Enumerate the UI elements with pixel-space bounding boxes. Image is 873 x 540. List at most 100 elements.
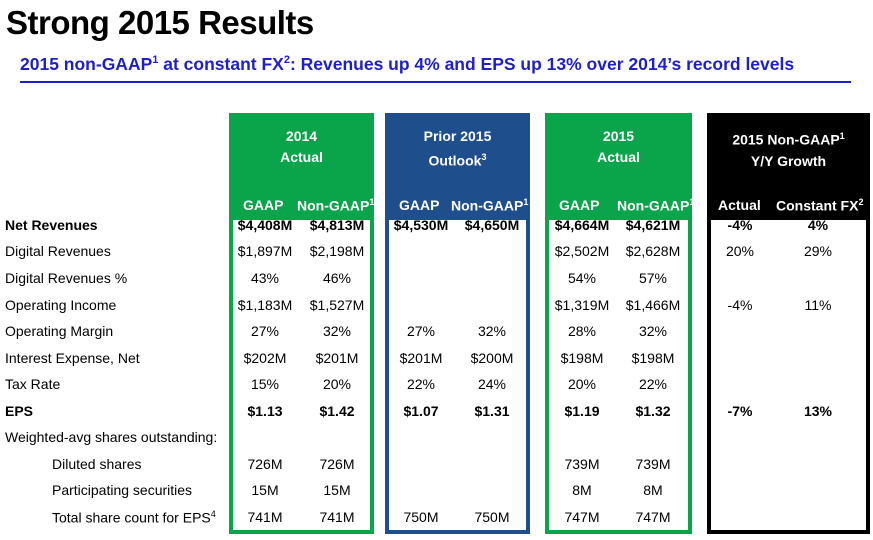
table-cell: $4,621M (625, 217, 681, 233)
table-cell: $4,664M (554, 217, 610, 233)
subheader-nongaap-2014: Non-GAAP1 (297, 197, 374, 214)
subheader-gaap-2015: GAAP (559, 197, 600, 213)
subheader-nongaap-2014-label: Non-GAAP (297, 197, 370, 214)
table-cell: 741M (319, 509, 355, 525)
table-cell: -4% (727, 217, 753, 233)
row-label: Interest Expense, Net (5, 350, 140, 366)
row-label: Weighted-avg shares outstanding: (5, 429, 217, 445)
subheader-nongaap-2014-sup: 1 (369, 197, 375, 207)
subheader-gaap-2014: GAAP (243, 197, 284, 213)
table-cell: 22% (406, 376, 436, 392)
column-2014-actual: 2014 Actual GAAP Non-GAAP1 (229, 113, 374, 534)
table-cell: $198M (560, 350, 604, 366)
table-cell: 20% (567, 376, 597, 392)
row-label-text: Net Revenues (5, 217, 98, 233)
table-cell: 46% (322, 270, 352, 286)
table-cell: $1,466M (625, 297, 681, 313)
table-cell: 726M (247, 456, 283, 472)
table-cell: $4,530M (393, 217, 449, 233)
row-label: Participating securities (52, 482, 192, 498)
table-cell: 22% (638, 376, 668, 392)
table-cell: 750M (403, 509, 439, 525)
table-cell: 726M (319, 456, 355, 472)
column-2015-actual: 2015 Actual GAAP Non-GAAP1 (545, 113, 694, 534)
row-label-text: EPS (5, 403, 34, 419)
row-label-text: Weighted-avg shares outstanding: (5, 429, 218, 445)
table-cell: 32% (477, 323, 507, 339)
table-cell: 750M (474, 509, 510, 525)
table-cell: $1.32 (635, 403, 671, 419)
column-2015-line2: Actual (597, 149, 640, 165)
column-header-2014-actual: 2014 Actual GAAP Non-GAAP1 (233, 117, 374, 220)
table-cell: 27% (250, 323, 280, 339)
subtitle-sup2: 2 (283, 54, 290, 67)
subheader-nongaap-2015: Non-GAAP1 (617, 197, 694, 214)
row-label: Digital Revenues (5, 243, 111, 259)
subtitle-part3: : Revenues up 4% and EPS up 13% over 201… (289, 54, 795, 74)
table-cell: 43% (250, 270, 280, 286)
table-cell: $1,527M (309, 297, 365, 313)
row-label: EPS (5, 403, 33, 419)
subheader-constant-fx: Constant FX2 (776, 197, 863, 214)
table-cell: 20% (322, 376, 352, 392)
table-cell: $202M (243, 350, 287, 366)
table-cell: -4% (727, 297, 753, 313)
subheader-constant-fx-sup: 2 (858, 197, 864, 207)
table-cell: $1,319M (554, 297, 610, 313)
subheader-gaap-outlook: GAAP (399, 197, 440, 213)
column-2014-line2: Actual (280, 149, 323, 165)
table-cell: $1,897M (237, 243, 293, 259)
row-label-text: Tax Rate (5, 376, 61, 392)
subheader-nongaap-outlook-label: Non-GAAP (451, 197, 524, 214)
table-cell: $4,650M (464, 217, 520, 233)
table-cell: 8M (572, 482, 592, 498)
row-label: Operating Margin (5, 323, 113, 339)
table-cell: -7% (727, 403, 753, 419)
table-cell: 24% (477, 376, 507, 392)
row-label: Net Revenues (5, 217, 98, 233)
column-2015-line1: 2015 (602, 128, 635, 144)
table-cell: $2,628M (625, 243, 681, 259)
table-cell: $4,813M (309, 217, 365, 233)
table-cell: 28% (567, 323, 597, 339)
table-cell: $1.07 (403, 403, 439, 419)
table-cell: 20% (725, 243, 755, 259)
column-header-2015-actual: 2015 Actual GAAP Non-GAAP1 (549, 117, 694, 220)
table-cell: 32% (638, 323, 668, 339)
table-cell: 54% (567, 270, 597, 286)
subheader-constant-fx-label: Constant FX (776, 197, 859, 214)
table-cell: $1,183M (237, 297, 293, 313)
row-label-text: Interest Expense, Net (5, 350, 140, 366)
table-cell: 57% (638, 270, 668, 286)
subheader-nongaap-outlook-sup: 1 (523, 197, 529, 207)
column-growth-line2: Y/Y Growth (750, 152, 827, 169)
table-cell: 11% (804, 297, 832, 313)
column-2015-outlook: Prior 2015 Outlook3 GAAP Non-GAAP1 (385, 113, 530, 534)
title-divider (20, 81, 851, 83)
row-label-text: Total share count for EPS (52, 509, 211, 526)
table-cell: $1.31 (474, 403, 510, 419)
row-label: Digital Revenues % (5, 270, 127, 286)
row-label-text: Digital Revenues (5, 243, 111, 259)
column-header-yoy-growth: 2015 Non-GAAP1 Y/Y Growth Actual Constan… (711, 117, 866, 220)
table-cell: 8M (643, 482, 663, 498)
row-label-text: Operating Income (5, 297, 117, 313)
table-cell: $201M (315, 350, 359, 366)
table-cell: $201M (399, 350, 443, 366)
column-growth-sup: 1 (839, 131, 845, 141)
column-growth-line1: 2015 Non-GAAP (732, 131, 840, 148)
table-cell: 15% (250, 376, 280, 392)
row-label: Diluted shares (52, 456, 142, 472)
row-label: Operating Income (5, 297, 116, 313)
table-cell: 747M (635, 509, 671, 525)
table-cell: 13% (803, 403, 833, 419)
table-cell: $2,198M (309, 243, 365, 259)
page-subtitle: 2015 non-GAAP1 at constant FX2: Revenues… (20, 54, 794, 75)
column-outlook-sup: 3 (481, 152, 487, 162)
table-cell: $1.13 (247, 403, 283, 419)
table-cell: 739M (564, 456, 600, 472)
row-label-sup: 4 (210, 509, 216, 519)
row-label-text: Diluted shares (52, 456, 142, 472)
table-cell: 15M (323, 482, 351, 498)
table-cell: $198M (631, 350, 675, 366)
